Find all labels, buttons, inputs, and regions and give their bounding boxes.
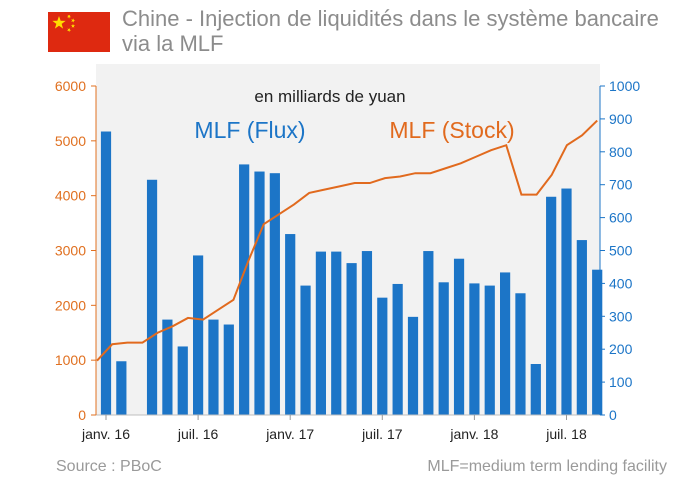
bar-2018-01 — [469, 283, 480, 415]
x-axis-ticks: janv. 16 juil. 16 janv. 17 juil. 17 janv. 18… — [81, 415, 587, 442]
left-tick-label: 1000 — [55, 352, 86, 368]
bar-2017-03 — [315, 251, 326, 415]
bar-2016-07 — [193, 255, 204, 415]
bar-2017-04 — [331, 251, 342, 415]
left-tick-label: 0 — [78, 407, 86, 423]
flag-star — [66, 14, 72, 19]
flag-star — [70, 23, 76, 28]
bar-2016-08 — [208, 319, 219, 415]
left-tick-label: 2000 — [55, 297, 86, 313]
x-tick-label: juil. 16 — [177, 426, 219, 442]
x-tick-label: janv. 18 — [449, 426, 498, 442]
right-tick-label: 600 — [609, 210, 633, 226]
bar-2016-04 — [146, 179, 158, 415]
x-tick-label: juil. 18 — [545, 426, 587, 442]
legend-flux: MLF (Flux) — [194, 117, 305, 143]
bar-2017-12 — [453, 258, 465, 415]
bar-2016-12 — [269, 173, 280, 415]
source-note: Source : PBoC — [56, 458, 162, 475]
bar-2018-08 — [576, 240, 587, 415]
left-tick-label: 6000 — [55, 78, 86, 94]
left-axis-ticks: 0 1000 2000 3000 4000 5000 6000 — [55, 78, 96, 423]
bar-2017-09 — [407, 316, 419, 415]
bar-2017-07 — [377, 297, 388, 415]
right-tick-label: 400 — [609, 275, 633, 291]
x-tick-label: janv. 17 — [265, 426, 314, 442]
flag-star — [52, 16, 66, 29]
chart-subtitle: en milliards de yuan — [254, 87, 405, 106]
bar-2018-07 — [561, 188, 572, 415]
left-tick-label: 4000 — [55, 188, 86, 204]
bar-2017-08 — [392, 283, 403, 415]
right-tick-label: 800 — [609, 144, 633, 160]
right-tick-label: 900 — [609, 111, 633, 127]
bar-2017-02 — [300, 285, 311, 415]
china-flag-icon — [48, 12, 110, 52]
right-tick-label: 300 — [609, 308, 633, 324]
flag-star — [67, 28, 72, 33]
bar-2016-11 — [254, 171, 265, 415]
line-series-stock — [96, 119, 598, 362]
x-tick-label: juil. 17 — [361, 426, 403, 442]
legend-stock: MLF (Stock) — [389, 117, 514, 143]
bar-2017-06 — [361, 251, 373, 415]
bar-2018-09 — [592, 269, 603, 415]
right-axis-ticks: 0 100 200 300 400 500 600 700 800 900 1000 — [600, 78, 640, 423]
right-tick-label: 1000 — [609, 78, 640, 94]
bar-2016-10 — [239, 164, 250, 415]
bar-2017-10 — [423, 251, 434, 415]
left-tick-label: 5000 — [55, 133, 86, 149]
x-tick-label: janv. 16 — [81, 426, 130, 442]
bar-2016-06 — [177, 346, 188, 415]
chart-title: Chine - Injection de liquidités dans le … — [122, 6, 659, 56]
bar-2018-02 — [484, 285, 495, 415]
definition-note: MLF=medium term lending facility — [427, 458, 667, 475]
flag-star — [71, 18, 76, 23]
right-tick-label: 0 — [609, 407, 617, 423]
right-tick-label: 100 — [609, 374, 633, 390]
bar-2016-09 — [223, 324, 234, 415]
right-tick-label: 700 — [609, 177, 633, 193]
bar-2016-01 — [100, 131, 112, 415]
right-tick-label: 500 — [609, 243, 633, 259]
bar-2016-05 — [162, 319, 173, 415]
bar-2016-02 — [116, 361, 127, 415]
bar-2018-03 — [500, 272, 511, 415]
bar-2017-01 — [285, 234, 296, 415]
right-tick-label: 200 — [609, 341, 633, 357]
left-tick-label: 3000 — [55, 243, 86, 259]
bar-series-flux — [100, 131, 603, 415]
bar-2018-04 — [515, 293, 526, 415]
bar-2018-05 — [530, 364, 541, 415]
chart: 0 1000 2000 3000 4000 5000 6000 0 100 200 300 400 5… — [55, 64, 640, 442]
bar-2018-06 — [546, 196, 557, 415]
bar-2017-05 — [346, 263, 357, 415]
bar-2017-11 — [438, 282, 449, 415]
